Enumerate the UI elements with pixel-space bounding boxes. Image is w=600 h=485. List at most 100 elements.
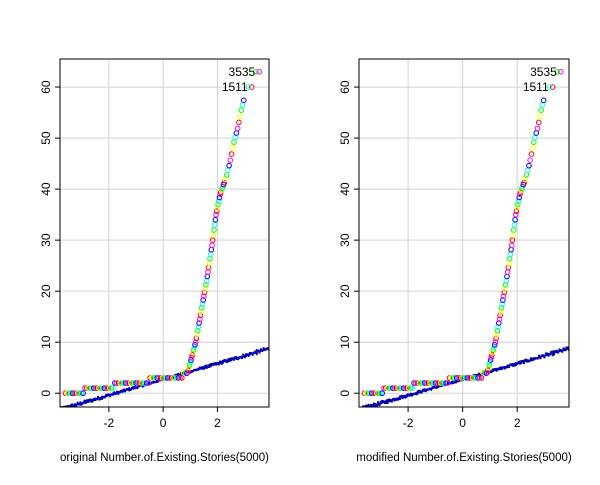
envelope-point [234,356,237,359]
data-point [506,260,512,266]
data-point [234,125,241,132]
data-point [227,157,234,164]
data-point [74,390,81,397]
plot-area [358,68,569,412]
envelope-point [243,356,246,359]
data-point [173,375,180,381]
envelope-point [84,401,87,404]
envelope-point [254,350,257,353]
data-point [478,375,485,381]
data-point [405,385,412,391]
envelope-point [257,349,260,352]
data-point [192,339,199,345]
data-point [457,375,463,381]
data-point [69,390,76,397]
data-point [194,327,201,334]
data-point [136,380,143,386]
plot-frame [59,58,270,408]
envelope-point [227,358,230,361]
data-point [193,335,200,342]
data-point [209,242,215,249]
data-point [487,359,493,366]
x-tick-label: 0 [160,416,167,430]
data-point [126,380,132,386]
data-point [480,370,487,376]
data-point [506,255,513,262]
data-point [185,367,192,374]
data-point [161,375,168,381]
envelope-point [415,393,418,396]
envelope-point [73,403,76,406]
data-point [238,107,245,113]
envelope-point [208,365,211,368]
envelope-point [177,373,180,376]
data-point [504,273,510,280]
envelope-point [383,401,386,404]
data-point [498,304,505,311]
data-point [379,390,385,397]
y-tick-label: 0 [39,390,53,397]
data-point [108,385,115,391]
envelope-point [208,363,211,366]
data-point [229,145,236,151]
data-point [464,375,471,381]
data-point [152,375,159,381]
data-point [129,380,136,386]
envelope-point [396,398,399,401]
data-point [411,380,417,386]
data-point [382,385,389,391]
data-point [113,380,120,386]
data-point [76,390,83,397]
data-point [145,380,152,386]
envelope-point [543,356,546,359]
envelope-point [217,363,220,366]
envelope-point [550,350,553,353]
data-point [512,216,518,223]
envelope-point [510,363,513,366]
envelope-point [84,400,87,403]
envelope-point [405,395,408,398]
envelope-point [386,399,389,402]
envelope-point [247,354,250,357]
data-point [441,380,448,386]
data-point [117,380,123,386]
data-point [476,375,483,381]
data-point [493,335,499,342]
envelope-point [255,349,258,352]
x-tick-label: 2 [214,416,221,430]
data-point [533,130,540,136]
y-tick-label: 10 [39,335,53,349]
data-point [184,370,191,376]
envelope-point [59,408,61,410]
data-point [142,380,148,386]
envelope-point [381,400,384,403]
data-point [83,385,90,391]
envelope-point [128,387,131,390]
data-point [395,385,401,391]
data-point [521,179,527,186]
data-point [71,390,78,397]
envelope-point [358,410,360,412]
envelope-point [565,346,568,349]
envelope-point [513,364,516,367]
data-point [80,390,86,397]
data-point [418,380,424,386]
envelope-point [529,357,532,360]
envelope-point [220,362,223,365]
envelope-point [201,365,204,368]
data-point [175,375,182,381]
y-tick-label: 50 [338,131,352,145]
data-point [516,194,523,201]
data-point [228,151,235,157]
data-point [179,375,185,381]
envelope-point [79,401,82,404]
x-tick-label: -2 [403,416,414,430]
data-point [446,375,453,381]
data-point [168,375,175,381]
data-point [198,308,204,315]
data-point [484,370,490,376]
y-tick-label: 30 [39,233,53,247]
y-tick-label: 30 [338,233,352,247]
envelope-point [205,367,208,370]
data-point [82,385,88,391]
